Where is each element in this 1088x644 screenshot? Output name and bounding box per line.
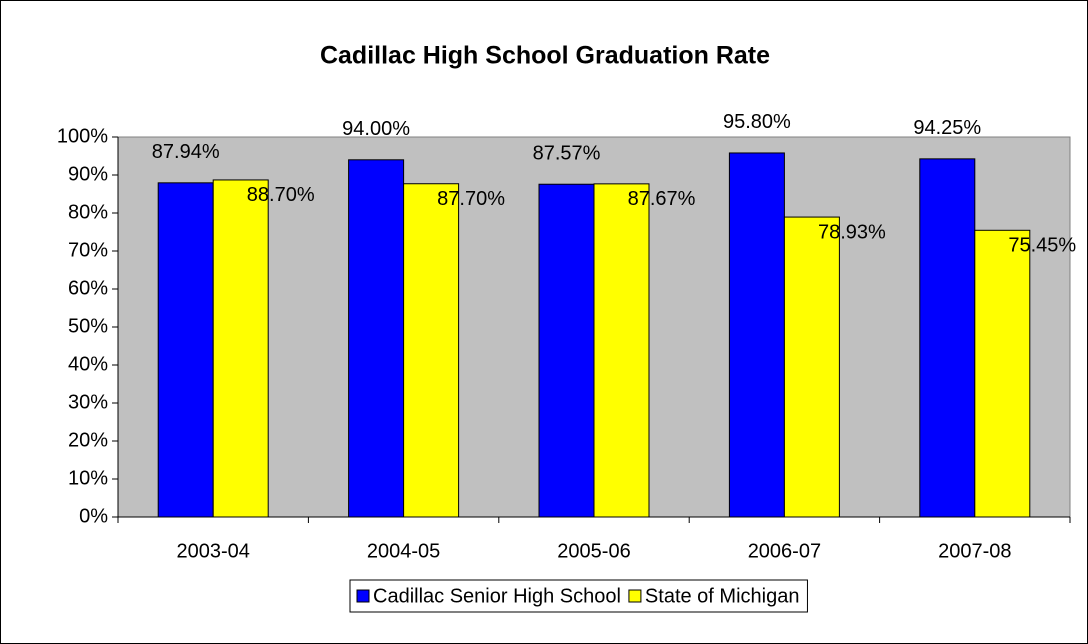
bar	[974, 229, 1031, 518]
bar	[593, 183, 650, 518]
y-tick-label: 80%	[68, 201, 108, 223]
legend-swatch	[628, 589, 642, 603]
bar	[403, 183, 460, 518]
data-label: 95.80%	[723, 111, 791, 133]
y-tick-label: 10%	[68, 467, 108, 489]
data-label: 87.57%	[533, 143, 601, 165]
y-tick-label: 60%	[68, 277, 108, 299]
bar	[919, 158, 976, 518]
data-label: 75.45%	[1008, 235, 1076, 257]
y-tick-label: 40%	[68, 353, 108, 375]
y-tick-label: 100%	[57, 125, 108, 147]
data-label: 87.70%	[437, 188, 505, 210]
legend-swatch	[356, 589, 370, 603]
data-label: 78.93%	[818, 221, 886, 243]
legend-label: Cadillac Senior High School	[373, 585, 621, 607]
y-tick-label: 30%	[68, 391, 108, 413]
x-tick-label: 2005-06	[557, 540, 630, 562]
y-tick-label: 50%	[68, 315, 108, 337]
y-tick-label: 70%	[68, 239, 108, 261]
bar	[538, 183, 595, 518]
x-tick-label: 2004-05	[367, 540, 440, 562]
data-label: 94.25%	[913, 117, 981, 139]
data-label: 87.67%	[628, 188, 696, 210]
bar	[783, 216, 840, 518]
legend-label: State of Michigan	[645, 585, 800, 607]
x-tick-label: 2003-04	[176, 540, 249, 562]
chart-title: Cadillac High School Graduation Rate	[320, 42, 770, 70]
bar	[348, 159, 405, 518]
y-tick-label: 0%	[79, 505, 108, 527]
data-label: 94.00%	[342, 118, 410, 140]
y-tick-label: 90%	[68, 163, 108, 185]
y-tick-label: 20%	[68, 429, 108, 451]
data-label: 88.70%	[247, 184, 315, 206]
bar	[157, 182, 214, 518]
bar	[728, 152, 785, 518]
x-tick-label: 2006-07	[748, 540, 821, 562]
x-tick-label: 2007-08	[938, 540, 1011, 562]
data-label: 87.94%	[152, 141, 220, 163]
legend	[349, 579, 808, 613]
bar	[212, 179, 269, 518]
